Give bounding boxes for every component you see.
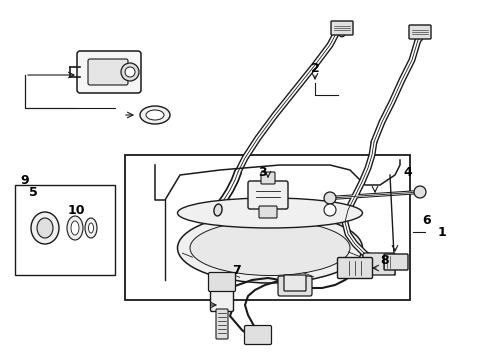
FancyBboxPatch shape bbox=[216, 309, 228, 339]
FancyBboxPatch shape bbox=[284, 275, 306, 291]
Text: 10: 10 bbox=[67, 203, 85, 216]
FancyBboxPatch shape bbox=[88, 59, 128, 85]
FancyBboxPatch shape bbox=[409, 25, 431, 39]
Text: 7: 7 bbox=[232, 264, 241, 276]
FancyBboxPatch shape bbox=[331, 21, 353, 35]
Circle shape bbox=[121, 63, 139, 81]
Ellipse shape bbox=[89, 223, 94, 233]
Text: 4: 4 bbox=[404, 166, 413, 179]
Circle shape bbox=[414, 186, 426, 198]
Ellipse shape bbox=[177, 213, 363, 283]
FancyBboxPatch shape bbox=[259, 206, 277, 218]
FancyBboxPatch shape bbox=[209, 273, 236, 292]
Ellipse shape bbox=[31, 212, 59, 244]
Circle shape bbox=[324, 192, 336, 204]
Ellipse shape bbox=[146, 110, 164, 120]
Text: 8: 8 bbox=[381, 253, 390, 266]
Text: 2: 2 bbox=[311, 62, 319, 75]
FancyBboxPatch shape bbox=[211, 287, 234, 311]
FancyBboxPatch shape bbox=[363, 253, 395, 275]
Text: 9: 9 bbox=[21, 174, 29, 186]
Text: 1: 1 bbox=[438, 225, 446, 238]
Circle shape bbox=[324, 204, 336, 216]
FancyBboxPatch shape bbox=[248, 181, 288, 209]
FancyBboxPatch shape bbox=[261, 172, 275, 184]
Ellipse shape bbox=[85, 218, 97, 238]
Ellipse shape bbox=[190, 220, 350, 275]
Ellipse shape bbox=[71, 221, 79, 235]
Ellipse shape bbox=[67, 216, 83, 240]
FancyBboxPatch shape bbox=[384, 254, 408, 270]
Text: 3: 3 bbox=[258, 166, 266, 179]
FancyBboxPatch shape bbox=[245, 325, 271, 345]
Ellipse shape bbox=[214, 204, 222, 216]
Circle shape bbox=[125, 67, 135, 77]
Bar bbox=[15, 185, 115, 275]
Bar bbox=[125, 155, 410, 300]
FancyBboxPatch shape bbox=[338, 257, 372, 279]
FancyBboxPatch shape bbox=[77, 51, 141, 93]
Text: 6: 6 bbox=[423, 213, 431, 226]
Ellipse shape bbox=[177, 198, 363, 228]
Ellipse shape bbox=[37, 218, 53, 238]
Ellipse shape bbox=[140, 106, 170, 124]
FancyBboxPatch shape bbox=[278, 276, 312, 296]
Text: 5: 5 bbox=[28, 185, 37, 198]
